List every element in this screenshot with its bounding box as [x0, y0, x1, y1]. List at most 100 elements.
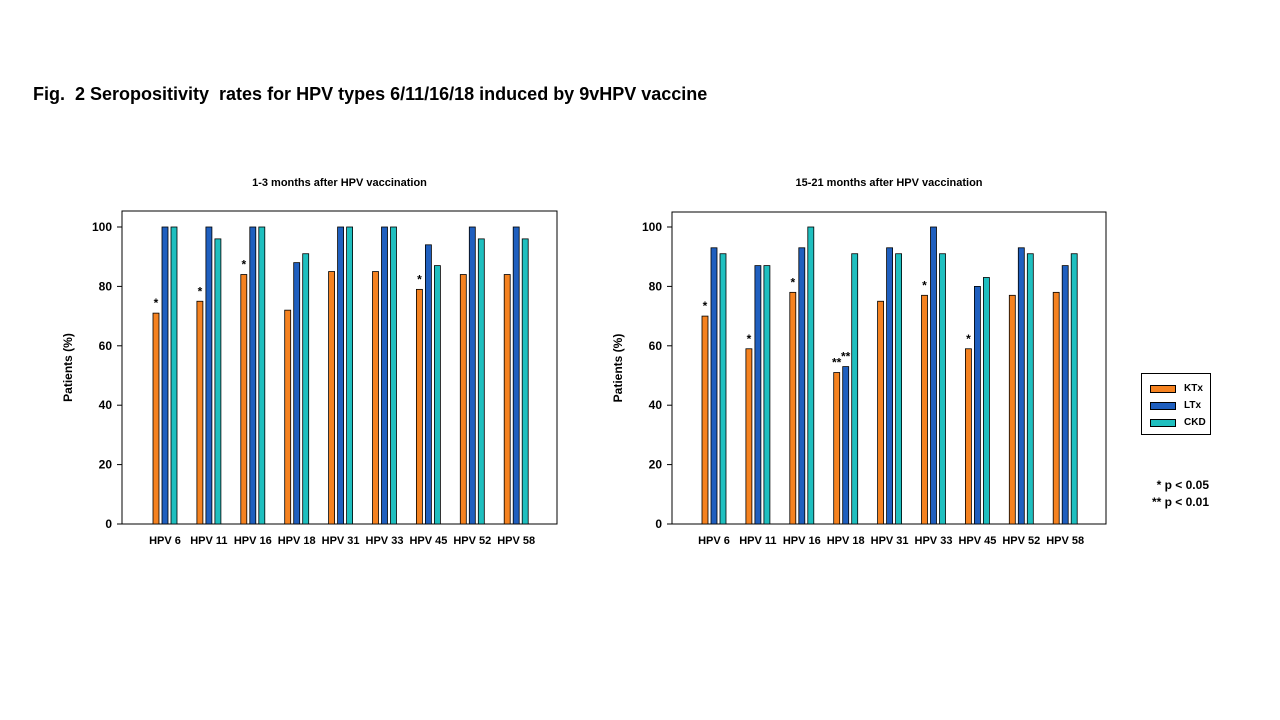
bar-ktx-hpv-33	[372, 271, 379, 525]
x-tick-label: HPV 31	[871, 535, 909, 547]
bar-ckd-hpv-45	[983, 277, 990, 525]
significance-mark: *	[703, 299, 708, 313]
y-axis-label: Patients (%)	[61, 333, 75, 402]
bar-ckd-hpv-33	[390, 226, 397, 525]
bar-ltx-hpv-58	[512, 226, 520, 525]
bar-ltx-hpv-31	[337, 226, 345, 525]
bar-ktx-hpv-31	[877, 300, 884, 525]
bar-ktx-hpv-18	[284, 309, 292, 525]
y-tick-label: 80	[649, 279, 663, 293]
bar-ltx-hpv-18	[842, 366, 850, 525]
bar-ktx-hpv-58	[503, 274, 511, 525]
bar-ltx-hpv-33	[930, 226, 937, 525]
x-tick-label: HPV 31	[322, 535, 360, 547]
x-tick-label: HPV 52	[453, 535, 491, 547]
bar-ltx-hpv-18	[293, 262, 301, 525]
chart-title: 1-3 months after HPV vaccination	[252, 177, 427, 189]
legend-swatch-ckd	[1150, 418, 1176, 427]
significance-mark: *	[154, 296, 159, 310]
bar-ckd-hpv-6	[719, 253, 727, 525]
bar-ckd-hpv-52	[1026, 253, 1034, 525]
bar-ltx-hpv-31	[886, 247, 893, 525]
bar-ckd-hpv-11	[763, 265, 771, 525]
legend-item-ktx: KTx	[1142, 380, 1210, 397]
legend-item-ltx: LTx	[1142, 397, 1210, 414]
x-tick-label: HPV 58	[497, 535, 535, 547]
bar-ktx-hpv-18	[833, 372, 841, 525]
bar-ktx-hpv-11	[196, 300, 204, 525]
bar-ltx-hpv-52	[468, 226, 476, 525]
bar-ckd-hpv-45	[433, 265, 441, 525]
y-tick-label: 100	[92, 220, 112, 234]
x-tick-label: HPV 33	[915, 535, 953, 547]
bar-ckd-hpv-31	[346, 226, 354, 525]
y-tick-label: 40	[99, 398, 113, 412]
legend-label-ltx: LTx	[1184, 400, 1202, 411]
bar-ktx-hpv-16	[240, 274, 248, 525]
bar-ltx-hpv-11	[754, 265, 762, 525]
bar-ckd-hpv-18	[851, 253, 859, 525]
bar-ktx-hpv-31	[328, 271, 336, 525]
x-tick-label: HPV 18	[278, 535, 316, 547]
bar-ltx-hpv-16	[798, 247, 806, 525]
bar-ckd-hpv-16	[258, 226, 266, 525]
y-tick-label: 20	[649, 458, 663, 472]
bar-ktx-hpv-52	[459, 274, 467, 525]
bar-ktx-hpv-45	[415, 288, 423, 525]
significance-mark: *	[790, 275, 795, 289]
significance-mark: *	[922, 278, 927, 292]
significance-mark: *	[198, 284, 203, 298]
y-tick-label: 0	[105, 517, 112, 531]
significance-note-p01: ** p < 0.01	[1151, 495, 1209, 509]
chart-1-3-months: 1-3 months after HPV vaccination 0 20 40 60 8…	[61, 177, 558, 547]
bar-ktx-hpv-58	[1052, 291, 1060, 525]
x-tick-label: HPV 33	[366, 535, 404, 547]
chart-15-21-months: 15-21 months after HPV vaccination 0 20 40 6…	[611, 177, 1107, 547]
legend-item-ckd: CKD	[1142, 414, 1210, 431]
significance-mark: *	[417, 272, 422, 286]
bar-ltx-hpv-45	[974, 285, 981, 525]
y-tick-label: 60	[99, 339, 113, 353]
x-tick-label: HPV 16	[783, 535, 821, 547]
bar-ckd-hpv-18	[302, 253, 310, 525]
bar-ckd-hpv-11	[214, 238, 222, 525]
bar-ktx-hpv-6	[152, 312, 160, 525]
bar-ckd-hpv-58	[1070, 253, 1078, 525]
significance-mark: *	[241, 258, 246, 272]
x-tick-label: HPV 6	[149, 535, 181, 547]
legend: KTx LTx CKD	[1141, 373, 1211, 435]
x-tick-label: HPV 58	[1046, 535, 1084, 547]
significance-notes: * p < 0.05 ** p < 0.01	[1120, 477, 1209, 511]
significance-mark: *	[966, 332, 971, 346]
x-tick-label: HPV 11	[739, 535, 776, 547]
x-tick-label: HPV 16	[234, 535, 272, 547]
bar-ltx-hpv-45	[424, 244, 432, 525]
bar-ltx-hpv-6	[161, 226, 169, 525]
legend-label-ktx: KTx	[1184, 383, 1203, 394]
bar-ktx-hpv-11	[745, 348, 753, 525]
x-tick-label: HPV 45	[958, 535, 996, 547]
y-tick-label: 100	[642, 220, 662, 234]
bar-ckd-hpv-31	[895, 253, 902, 525]
bar-ckd-hpv-6	[170, 226, 178, 525]
bar-ltx-hpv-11	[205, 226, 213, 525]
bar-ktx-hpv-6	[701, 315, 709, 525]
significance-note-p05: * p < 0.05	[1156, 478, 1209, 492]
figure-title: Fig. 2 Seropositivity rates for HPV type…	[33, 84, 708, 104]
bar-ltx-hpv-6	[710, 247, 718, 525]
bar-ltx-hpv-52	[1017, 247, 1025, 525]
y-axis-label: Patients (%)	[611, 334, 625, 403]
bar-ckd-hpv-16	[807, 226, 815, 525]
legend-swatch-ktx	[1150, 384, 1176, 393]
bar-ckd-hpv-52	[477, 238, 485, 525]
bar-ktx-hpv-33	[921, 294, 928, 525]
bar-ltx-hpv-33	[381, 226, 388, 525]
bar-ltx-hpv-16	[249, 226, 257, 525]
significance-mark: **	[841, 350, 851, 364]
bar-ktx-hpv-16	[789, 291, 797, 525]
y-tick-label: 40	[649, 398, 663, 412]
legend-swatch-ltx	[1150, 401, 1176, 410]
x-tick-label: HPV 45	[409, 535, 447, 547]
legend-label-ckd: CKD	[1184, 417, 1206, 428]
